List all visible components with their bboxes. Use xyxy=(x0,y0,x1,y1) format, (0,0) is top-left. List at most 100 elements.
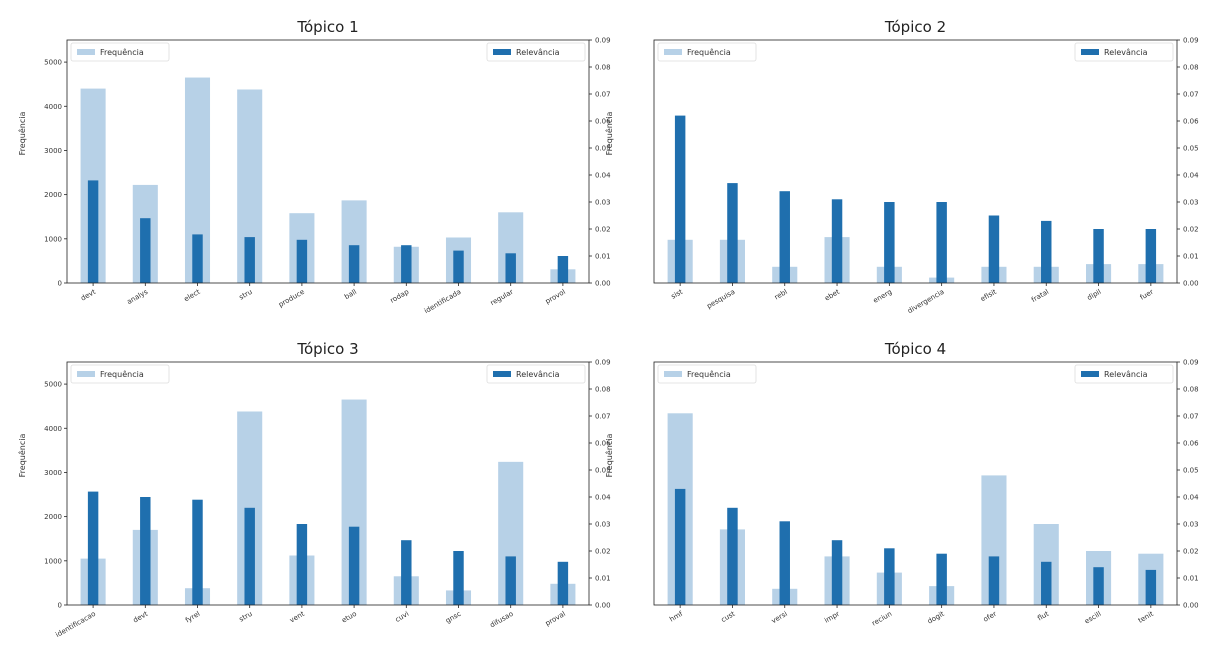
legend-frequencia: Frequência xyxy=(657,42,757,62)
left-tick-label: 2000 xyxy=(44,513,62,521)
bar-relevancia xyxy=(1145,569,1157,605)
bar-relevancia xyxy=(348,526,360,605)
right-tick-label: 0.00 xyxy=(595,280,611,288)
left-tick-label: 5000 xyxy=(44,381,62,389)
legend-swatch-relevancia xyxy=(1081,371,1099,377)
x-tick-label: energ xyxy=(872,288,894,305)
x-tick-label: fyrel xyxy=(184,610,201,625)
legend-box xyxy=(1074,42,1174,62)
legend-label-frequencia: Frequência xyxy=(100,47,144,57)
right-tick-label: 0.02 xyxy=(595,548,611,556)
subplot-2: Tópico 2 0.00 0.01 0.02 0.03 0.04 0.05 0.06 0.07… xyxy=(604,18,1199,315)
subplot-title: Tópico 2 xyxy=(884,18,946,36)
legend-relevancia: Relevância xyxy=(486,42,586,62)
x-tick-label: identificada xyxy=(423,288,463,315)
legend-box xyxy=(657,364,757,384)
x-tick-label: devt xyxy=(80,288,98,303)
bar-relevancia xyxy=(727,507,738,605)
x-tick-label: proval xyxy=(544,610,567,628)
x-tick-label: efisit xyxy=(979,288,998,304)
y-axis-label: Frequência xyxy=(604,112,614,156)
x-tick-label: elect xyxy=(183,288,202,304)
left-tick-label: 1000 xyxy=(44,235,62,243)
right-tick-label: 0.05 xyxy=(595,145,611,153)
right-tick-label: 0.07 xyxy=(595,413,611,421)
right-tick-label: 0.09 xyxy=(1183,359,1199,367)
legend-swatch-frequencia xyxy=(77,371,95,377)
subplot-title: Tópico 4 xyxy=(884,340,946,358)
right-tick-label: 0.01 xyxy=(1183,253,1199,261)
x-tick-label: provol xyxy=(544,288,567,306)
left-tick-label: 0 xyxy=(58,602,62,610)
x-tick-label: ebet xyxy=(823,288,841,303)
legend-box xyxy=(70,42,170,62)
bar-relevancia xyxy=(1093,229,1104,283)
legend-box xyxy=(486,42,586,62)
left-tick-label: 0 xyxy=(58,280,62,288)
plot-frame xyxy=(653,361,1178,606)
bar-relevancia xyxy=(140,497,151,605)
right-tick-label: 0.03 xyxy=(595,521,611,529)
subplot-title: Tópico 1 xyxy=(296,18,358,36)
x-tick-label: escill xyxy=(1083,610,1102,626)
right-tick-label: 0.07 xyxy=(1183,413,1199,421)
right-tick-label: 0.06 xyxy=(595,440,611,448)
right-tick-label: 0.02 xyxy=(595,226,611,234)
bar-relevancia xyxy=(296,239,308,283)
left-tick-label: 4000 xyxy=(44,103,62,111)
bar-relevancia xyxy=(557,561,569,605)
x-tick-label: reciun xyxy=(871,610,894,628)
right-tick-label: 0.05 xyxy=(595,467,611,475)
legend-label-frequencia: Frequência xyxy=(687,47,731,57)
x-tick-label: versi xyxy=(770,610,789,625)
x-tick-label: rebl xyxy=(773,288,789,302)
x-tick-label: dogit xyxy=(926,610,946,626)
bar-relevancia xyxy=(1145,229,1157,283)
left-tick-label: 1000 xyxy=(44,557,62,565)
subplot-1: Tópico 1 0 1000 2000 3000 4000 5000 0.00 0.01 0.0… xyxy=(17,18,611,315)
bar-relevancia xyxy=(884,202,895,283)
legend-swatch-relevancia xyxy=(493,371,511,377)
bar-relevancia xyxy=(936,553,947,605)
bar-relevancia xyxy=(674,488,686,605)
x-tick-label: cuvi xyxy=(394,610,410,624)
legend-label-frequencia: Frequência xyxy=(687,369,731,379)
bar-relevancia xyxy=(348,245,360,283)
bar-relevancia xyxy=(988,556,1000,605)
x-tick-label: gnsc xyxy=(444,610,462,625)
x-tick-label: rodap xyxy=(389,288,411,305)
right-tick-label: 0.07 xyxy=(595,91,611,99)
x-tick-label: analys xyxy=(126,288,150,306)
x-tick-label: regular xyxy=(489,288,515,308)
bar-relevancia xyxy=(1093,567,1104,605)
right-tick-label: 0.04 xyxy=(1183,172,1199,180)
legend-swatch-frequencia xyxy=(664,371,682,377)
legend-swatch-frequencia xyxy=(664,49,682,55)
bar-relevancia xyxy=(453,551,464,605)
x-tick-label: devt xyxy=(132,610,150,625)
bar-relevancia xyxy=(831,199,843,283)
x-tick-label: produce xyxy=(277,288,306,309)
left-tick-label: 2000 xyxy=(44,191,62,199)
left-tick-label: 5000 xyxy=(44,59,62,67)
legend-frequencia: Frequência xyxy=(70,42,170,62)
right-tick-label: 0.04 xyxy=(595,494,611,502)
legend-label-frequencia: Frequência xyxy=(100,369,144,379)
right-tick-label: 0.06 xyxy=(595,118,611,126)
bar-relevancia xyxy=(296,524,308,605)
bar-relevancia xyxy=(401,245,412,283)
bar-relevancia xyxy=(192,234,203,283)
right-tick-label: 0.02 xyxy=(1183,548,1199,556)
right-tick-label: 0.00 xyxy=(1183,280,1199,288)
bar-relevancia xyxy=(192,499,203,605)
bar-relevancia xyxy=(401,540,412,605)
legend-box xyxy=(1074,364,1174,384)
right-tick-label: 0.00 xyxy=(1183,602,1199,610)
bar-relevancia xyxy=(244,237,255,283)
plot-frame xyxy=(66,361,590,606)
right-tick-label: 0.06 xyxy=(1183,118,1199,126)
legend-swatch-relevancia xyxy=(493,49,511,55)
x-tick-label: dipil xyxy=(1086,288,1103,302)
right-tick-label: 0.08 xyxy=(595,64,611,72)
